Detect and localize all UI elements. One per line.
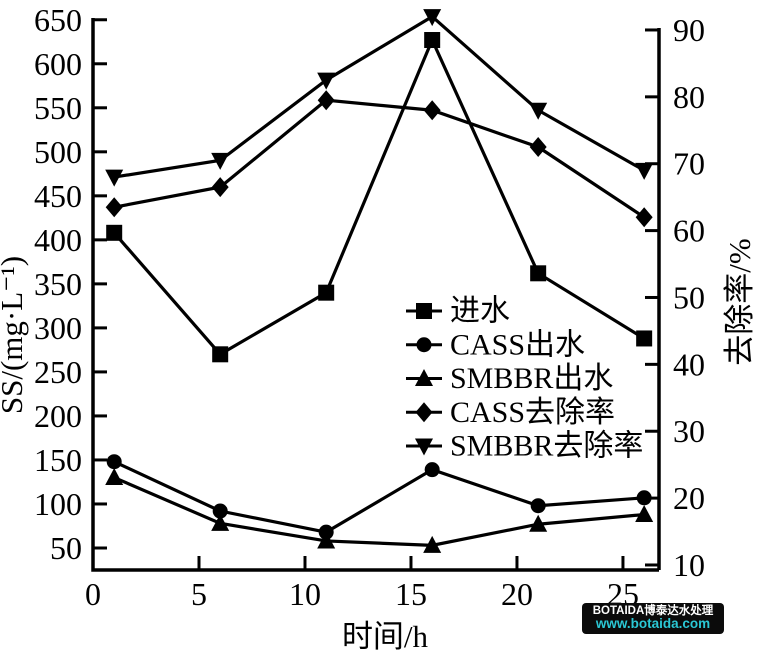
series-cass-effluent-point [424,462,440,478]
series-smbbr-effluent-line [113,476,645,547]
y-right-tick-label: 30 [673,413,705,449]
y-right-tick-label: 40 [673,346,705,382]
series-influent-point [318,284,335,301]
series-cass-effluent [106,454,652,540]
y-axis-label-left: SS/(mg·L⁻¹) [0,256,29,414]
x-tick-label: 0 [85,576,101,612]
y-right-tick-label: 60 [673,213,705,249]
plot-area: 5010015020025030035040045050055060065010… [34,2,705,612]
y-left-tick-label: 650 [34,2,82,38]
series-smbbr-effluent-point [635,505,654,523]
legend-label: CASS去除率 [450,396,615,429]
series-smbbr-removal-point [317,72,336,90]
series-smbbr-removal [105,9,654,187]
y-right-tick-label: 10 [673,547,705,583]
y-right-tick-label: 90 [673,12,705,48]
series-influent-point [636,330,653,347]
y-left-tick-label: 50 [50,530,82,566]
series-smbbr-removal-point [529,102,548,120]
x-tick-label: 15 [395,576,427,612]
series-cass-effluent-point [530,498,546,514]
series-cass-removal-point [317,90,335,111]
x-axis-label: 时间/h [342,619,429,654]
legend-marker-square [416,303,432,319]
y-right-tick-label: 20 [673,480,705,516]
watermark-brand: BOTAIDA博泰达水处理 [592,605,714,618]
y-axis-label-right: 去除率/% [722,238,757,365]
legend-label: SMBBR去除率 [450,430,643,463]
legend-label: SMBBR出水 [450,362,613,395]
legend-marker-triangle-down [415,438,433,456]
series-cass-removal-point [635,207,653,228]
y-right-tick-label: 80 [673,79,705,115]
legend-marker-diamond [415,402,433,423]
legend-label: 进水 [450,295,510,328]
legend-item-smbbr-removal: SMBBR去除率 [406,430,643,463]
y-right-tick-label: 70 [673,146,705,182]
series-influent-point [424,32,441,49]
y-left-tick-label: 200 [34,398,82,434]
series-cass-removal-point [423,100,441,121]
x-tick-label: 20 [501,576,533,612]
legend-marker-triangle-up [415,369,433,386]
series-influent-point [530,265,547,282]
series-cass-removal-point [211,177,229,198]
series-smbbr-effluent [105,468,654,553]
series-smbbr-effluent-point [423,535,442,553]
y-left-tick-label: 400 [34,222,82,258]
series-cass-removal [105,90,653,228]
series-smbbr-removal-point [105,169,124,187]
series-influent-line [112,36,645,357]
series-cass-removal-point [529,137,547,158]
y-left-tick-label: 250 [34,354,82,390]
x-tick-label: 10 [289,576,321,612]
y-left-tick-label: 100 [34,486,82,522]
legend-item-cass-removal: CASS去除率 [406,396,615,429]
series-cass-effluent-point [212,503,228,519]
series-influent [106,32,653,363]
y-left-tick-label: 550 [34,90,82,126]
y-left-tick-label: 300 [34,310,82,346]
series-smbbr-effluent-point [211,513,230,531]
y-left-tick-label: 350 [34,266,82,302]
series-smbbr-effluent-point [317,531,336,549]
legend-item-cass-effluent: CASS出水 [406,328,585,361]
series-cass-effluent-point [106,454,122,470]
series-smbbr-effluent-point [529,514,548,532]
y-left-tick-label: 450 [34,178,82,214]
y-left-tick-label: 150 [34,442,82,478]
watermark-url: www.botaida.com [595,616,711,632]
legend-marker-circle [416,337,432,353]
legend-item-influent: 进水 [406,295,510,328]
series-influent-point [212,346,229,363]
x-tick-label: 5 [191,576,207,612]
series-smbbr-removal-point [635,162,654,180]
y-left-tick-label: 600 [34,46,82,82]
legend-item-smbbr-effluent: SMBBR出水 [406,362,613,395]
series-cass-removal-line [113,98,646,219]
y-left-tick-label: 500 [34,134,82,170]
series-smbbr-removal-line [113,14,645,179]
series-smbbr-effluent-point [105,468,124,486]
series-cass-removal-point [105,197,123,218]
y-right-tick-label: 50 [673,279,705,315]
watermark: BOTAIDA博泰达水处理 www.botaida.com [582,603,724,634]
series-smbbr-removal-point [211,152,230,170]
legend-label: CASS出水 [450,328,585,361]
series-smbbr-removal-point [423,9,442,27]
series-cass-effluent-line [113,460,645,534]
series-cass-effluent-point [636,490,652,506]
series-influent-point [106,224,123,241]
